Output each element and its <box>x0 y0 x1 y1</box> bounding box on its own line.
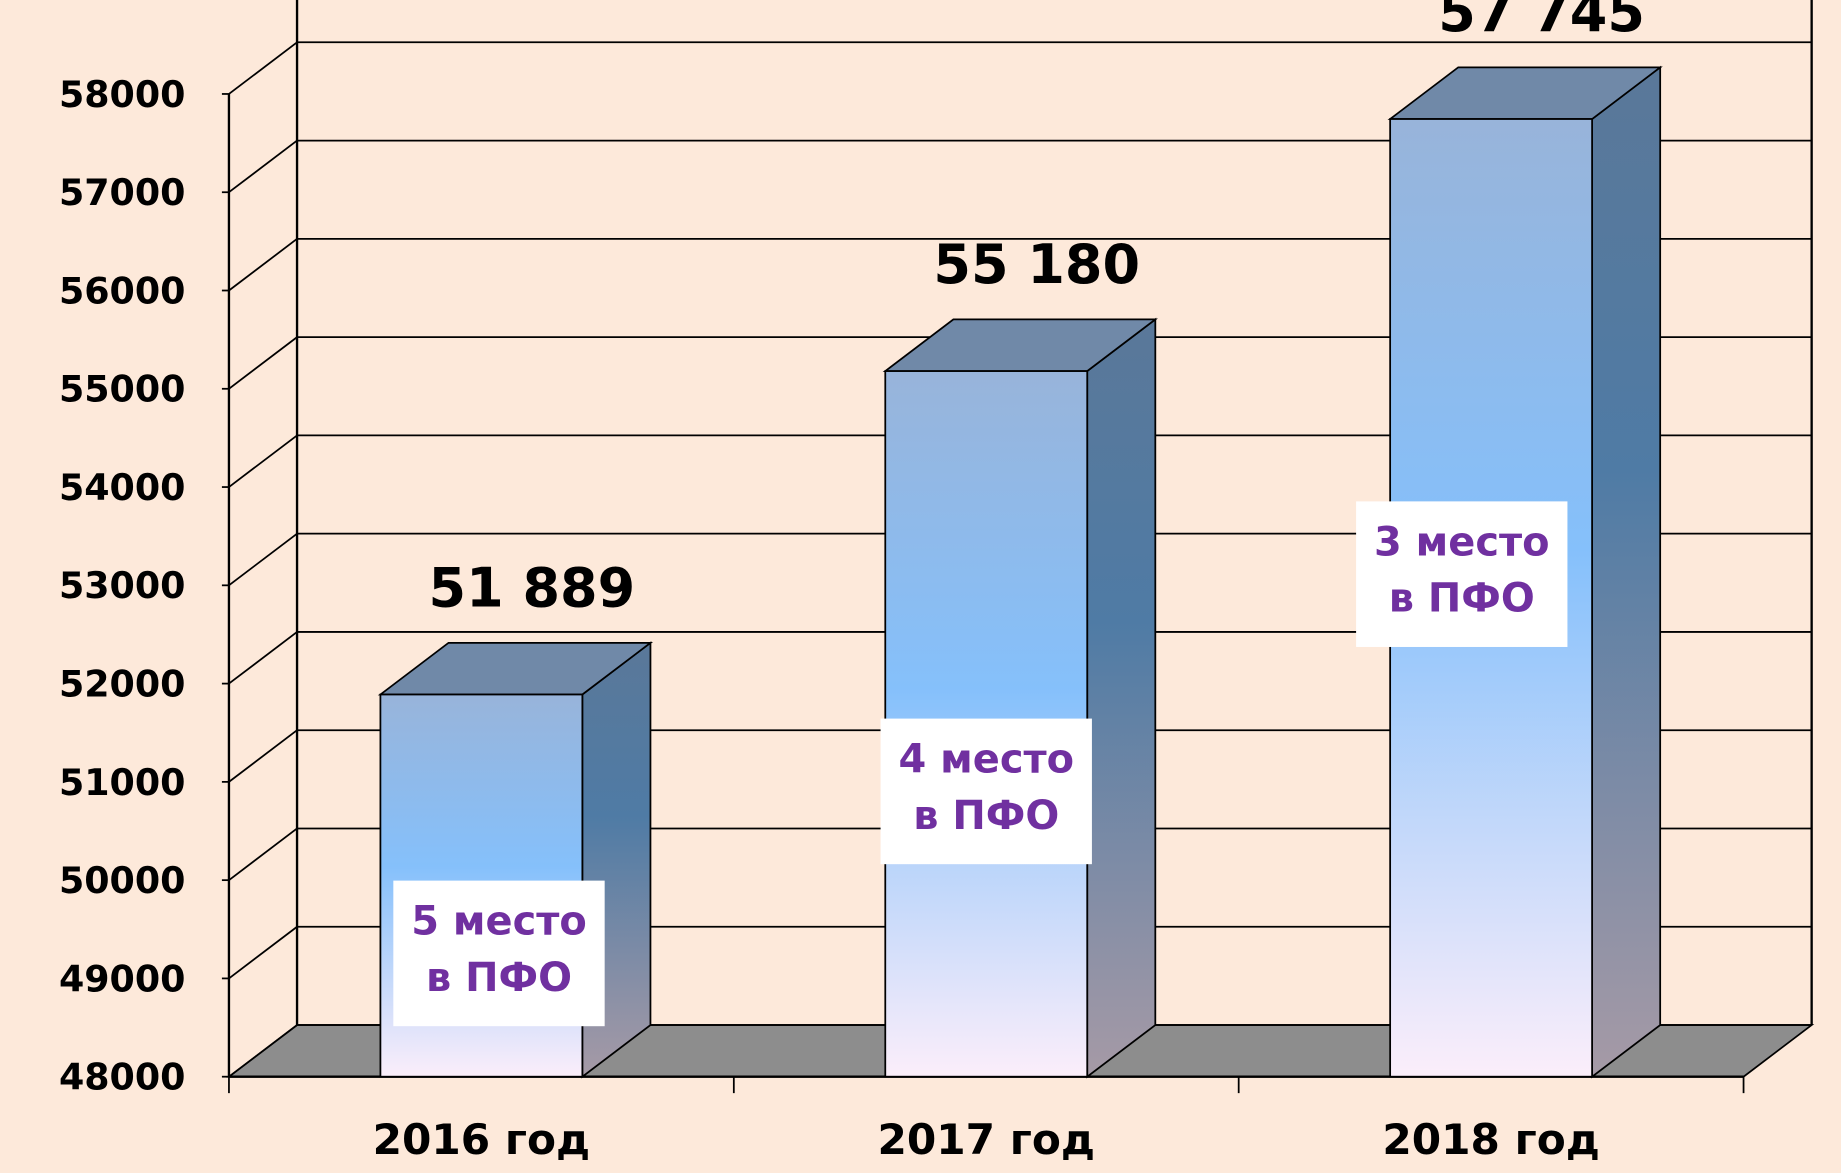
grid-diagonal <box>228 434 298 488</box>
y-tick-label: 57000 <box>59 171 186 214</box>
annotation-box <box>880 718 1092 865</box>
grid-diagonal <box>228 631 298 685</box>
grid-diagonal <box>228 41 298 95</box>
x-tick-label: 2018 год <box>1382 1115 1600 1164</box>
annotation: 3 место <box>1374 519 1550 565</box>
x-tick-label: 2017 год <box>877 1115 1095 1164</box>
grid-diagonal <box>228 238 298 292</box>
y-tick-label: 53000 <box>59 564 186 607</box>
value-label: 57 745 <box>1438 0 1645 44</box>
y-tick-label: 58000 <box>59 73 186 116</box>
y-tick-label: 56000 <box>59 269 186 312</box>
bar-side <box>1086 317 1157 1079</box>
grid-diagonal <box>228 139 298 193</box>
grid-diagonal <box>228 729 298 783</box>
grid-diagonal <box>228 926 298 980</box>
y-tick-label: 55000 <box>59 368 186 411</box>
annotation-box <box>393 880 605 1027</box>
y-tick-label: 54000 <box>59 466 186 509</box>
bar-side <box>1591 65 1662 1079</box>
grid-diagonal <box>228 827 298 881</box>
annotation: в ПФО <box>426 955 572 1001</box>
grid-diagonal <box>228 336 298 390</box>
y-tick-label: 52000 <box>59 663 186 706</box>
grid-diagonal <box>228 1024 298 1078</box>
y-tick-label: 49000 <box>59 957 186 1000</box>
y-tick-label: 48000 <box>59 1056 186 1099</box>
x-tick-label: 2016 год <box>373 1115 591 1164</box>
value-label: 55 180 <box>933 233 1140 296</box>
y-tick-label: 50000 <box>59 859 186 902</box>
annotation: 5 место <box>411 899 587 945</box>
annotation-box <box>1356 501 1568 647</box>
grid-diagonal <box>228 532 298 587</box>
annotation: в ПФО <box>1389 576 1535 622</box>
value-label: 51 889 <box>429 556 636 619</box>
annotation: 4 место <box>898 737 1074 783</box>
y-tick-label: 51000 <box>59 761 186 804</box>
annotation: в ПФО <box>913 793 1059 839</box>
